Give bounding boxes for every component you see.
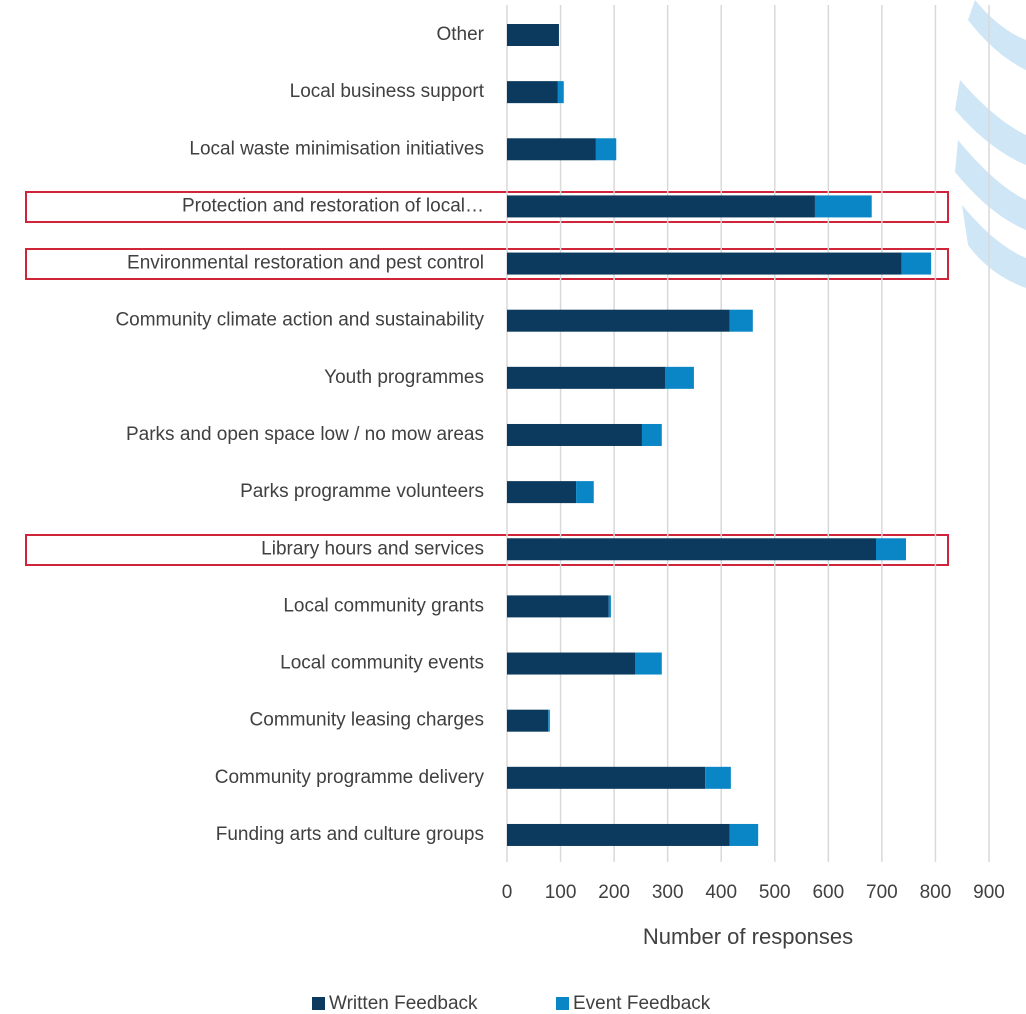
y-tick-label: Protection and restoration of local… [182,195,484,216]
bar-segment [507,766,706,789]
x-tick-label: 300 [652,882,684,903]
bar-segment [507,423,642,446]
bar-segment [557,81,564,104]
bar-segment [729,823,759,846]
x-tick-label: 200 [598,882,630,903]
bar-segment [664,366,694,389]
y-tick-label: Community leasing charges [250,710,484,731]
bar-segment [507,823,730,846]
bar-segment [507,81,558,104]
x-tick-label: 600 [812,882,844,903]
y-tick-label: Youth programmes [324,367,484,388]
bar-segment [608,595,611,618]
bar-segment [641,423,662,446]
bar-segment [507,309,730,332]
y-tick-label: Local business support [290,81,485,102]
legend-swatch [556,997,569,1010]
legend-label: Written Feedback [329,993,478,1014]
bar-segment [507,481,577,504]
legend-swatch [312,997,325,1010]
y-tick-label: Funding arts and culture groups [216,824,484,845]
bar-segment [507,595,609,618]
bar-segment [507,252,902,275]
y-tick-label: Local community events [280,653,484,674]
y-tick-label: Local waste minimisation initiatives [189,138,484,159]
bar-segment [729,309,753,332]
x-tick-label: 900 [973,882,1005,903]
x-tick-label: 0 [502,882,513,903]
legend-label: Event Feedback [573,993,711,1014]
x-axis-title: Number of responses [643,924,853,949]
bar-segment [548,709,550,732]
bar-segment [901,252,932,275]
y-tick-label: Parks and open space low / no mow areas [126,424,484,445]
x-tick-label: 700 [866,882,898,903]
bar-segment [576,481,594,504]
y-tick-label: Community programme delivery [215,767,485,788]
bar-segment [507,195,815,218]
bar-segment [634,652,662,675]
bar-segment [507,652,635,675]
bar-segment [507,709,549,732]
decoration [955,0,1026,288]
bar-segment [507,138,596,161]
bar-segment [705,766,731,789]
highlight-box [25,191,949,223]
x-tick-label: 800 [920,882,952,903]
y-tick-label: Community climate action and sustainabil… [115,310,484,331]
bar-segment [595,138,617,161]
bar-segment [507,538,876,561]
bar-segment [507,366,665,389]
bar-segment [875,538,906,561]
y-tick-label: Library hours and services [261,538,484,559]
y-tick-label: Other [436,24,484,45]
y-tick-label: Local community grants [283,595,484,616]
highlight-box [25,534,949,566]
y-tick-label: Environmental restoration and pest contr… [127,253,484,274]
bar-segment [507,24,559,46]
x-tick-label: 500 [759,882,791,903]
x-tick-label: 100 [545,882,577,903]
highlight-box [25,248,949,280]
bar-segment [814,195,872,218]
y-tick-label: Parks programme volunteers [240,481,484,502]
x-tick-label: 400 [705,882,737,903]
